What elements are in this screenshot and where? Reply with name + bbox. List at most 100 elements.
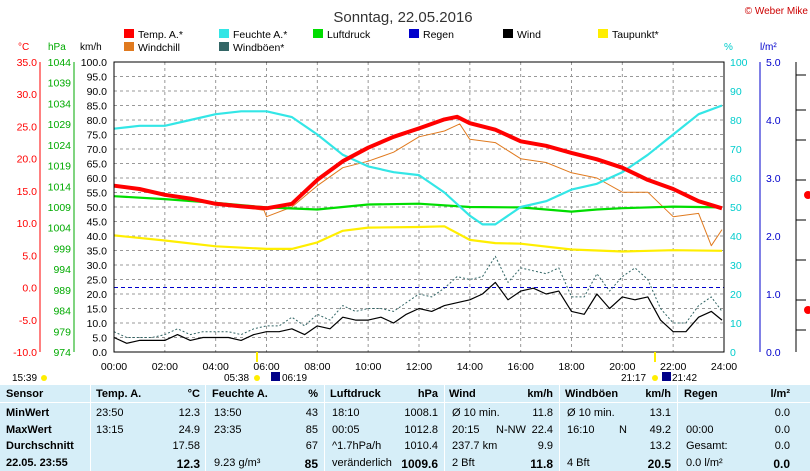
wind-tick-label: 90.0 <box>87 86 108 98</box>
wind-tick-label: 65.0 <box>87 159 108 171</box>
stats-cell-r-lbl: Gesamt: <box>686 440 728 452</box>
stats-cell-p-time: 18:10 <box>332 407 360 419</box>
rain-tick-label: 3.0 <box>766 173 781 185</box>
rain-tick-label: 4.0 <box>766 115 781 127</box>
stats-cell-g-dir: N <box>619 423 627 436</box>
stats-cell-g-val: 13.2 <box>649 440 671 452</box>
stats-cell-label: 22.05. 23:55 <box>6 456 68 469</box>
wind-tick-label: 35.0 <box>87 246 108 258</box>
press-tick-label: 974 <box>53 347 71 359</box>
legend-label: Windböen* <box>233 42 284 54</box>
time-tick-label: 08:00 <box>304 361 330 373</box>
stats-cell-w-val: 9.9 <box>537 440 553 452</box>
wind-tick-label: 100.0 <box>81 57 107 69</box>
stats-cell-h-val: 85 <box>304 456 318 471</box>
legend-swatch <box>124 29 134 38</box>
wind-tick-label: 10.0 <box>87 318 108 330</box>
stats-cell-w-val: 22.4 <box>531 423 553 436</box>
wind-tick-label: 40.0 <box>87 231 108 243</box>
temp-tick-label: 35.0 <box>17 57 38 69</box>
stats-cell-t-val: 17.58 <box>172 440 200 452</box>
stats-cell-t-time: 13:15 <box>96 423 124 436</box>
legend-swatch <box>503 29 513 38</box>
stats-cell-r-lbl: 00:00 <box>686 423 714 436</box>
stats-cell-t-val: 12.3 <box>178 407 200 419</box>
stats-cell-p-val: 1010.4 <box>404 440 438 452</box>
temp-tick-label: 20.0 <box>17 154 38 166</box>
sunset2-time: 21:42 <box>672 373 697 384</box>
legend-swatch <box>409 29 419 38</box>
legend-label: Taupunkt* <box>612 29 659 41</box>
stats-cell-w-lbl: 20:15 <box>452 423 480 436</box>
stats-cell-g-lbl: 16:10 <box>567 423 595 436</box>
wind-tick-label: 30.0 <box>87 260 108 272</box>
hdr-wind-unit: km/h <box>527 388 553 400</box>
sunset-icon <box>652 375 658 381</box>
hdr-press: Luftdruck <box>330 388 381 400</box>
stats-cell-h-time: 13:50 <box>214 407 242 419</box>
time-tick-label: 14:00 <box>457 361 483 373</box>
temp-tick-label: 0.0 <box>22 283 37 295</box>
press-tick-label: 1019 <box>48 161 72 173</box>
hum-tick-label: 60 <box>730 173 742 185</box>
press-tick-label: 1029 <box>48 119 72 131</box>
series-taupunkt <box>113 225 723 253</box>
stats-cell-g-lbl: 4 Bft <box>567 456 590 469</box>
time-tick-label: 16:00 <box>508 361 534 373</box>
hdr-hum-unit: % <box>308 388 318 400</box>
time-tick-label: 00:00 <box>101 361 127 373</box>
col-divider <box>205 385 206 471</box>
hum-tick-label: 70 <box>730 144 742 156</box>
hum-tick-label: 100 <box>730 57 748 69</box>
stats-cell-label: Durchschnitt <box>6 440 74 452</box>
series-windb-en <box>113 255 723 338</box>
press-tick-label: 989 <box>53 285 71 297</box>
rain-tick-label: 5.0 <box>766 57 781 69</box>
wind-tick-label: 5.0 <box>92 333 107 345</box>
sunset-moon-icon <box>662 372 671 381</box>
hum-tick-label: 90 <box>730 86 742 98</box>
press-tick-label: 994 <box>53 264 71 276</box>
hdr-rain: Regen <box>684 388 718 400</box>
time-tick-label: 06:00 <box>253 361 279 373</box>
hum-tick-label: 20 <box>730 289 742 301</box>
stats-cell-t-val: 12.3 <box>176 456 200 471</box>
hum-tick-label: 10 <box>730 318 742 330</box>
stats-cell-w-lbl: Ø 10 min. <box>452 407 500 419</box>
stats-cell-label: MinWert <box>6 407 50 419</box>
stats-cell-p-val: 1012.8 <box>404 423 438 436</box>
stats-cell-label: MaxWert <box>6 423 52 436</box>
series-feuchte-a <box>113 104 723 226</box>
press-tick-label: 984 <box>53 306 71 318</box>
row-divider <box>0 402 810 403</box>
legend-swatch <box>219 42 229 51</box>
series-temp-a <box>113 114 723 211</box>
stats-cell-g-val: 13.1 <box>649 407 671 419</box>
legend-swatch <box>219 29 229 38</box>
temp-tick-label: 30.0 <box>17 89 38 101</box>
stats-table: Sensor Temp. A. °C Feuchte A. % Luftdruc… <box>0 385 810 471</box>
sunset-time: 21:17 <box>621 373 646 384</box>
copyright-text: © Weber Mike <box>745 6 809 17</box>
stats-cell-g-lbl: Ø 10 min. <box>567 407 615 419</box>
legend-label: Luftdruck <box>327 29 371 41</box>
stats-cell-h-val: 67 <box>305 440 318 452</box>
stats-cell-w-lbl: 2 Bft <box>452 456 475 469</box>
sun-time-left: 15:39 <box>12 373 37 384</box>
sun-markers: 15:39 05:38 06:19 21:17 21:42 <box>12 352 697 384</box>
wind-tick-label: 95.0 <box>87 72 108 84</box>
temp-tick-label: 15.0 <box>17 186 38 198</box>
stats-cell-w-val: 11.8 <box>532 407 553 419</box>
wind-tick-label: 20.0 <box>87 289 108 301</box>
hum-tick-label: 80 <box>730 115 742 127</box>
stats-cell-r-val: 0.0 <box>773 456 790 471</box>
rain-tick-label: 2.0 <box>766 231 781 243</box>
hum-tick-label: 0 <box>730 347 736 359</box>
press-unit-label: hPa <box>48 42 66 53</box>
wind-tick-label: 25.0 <box>87 275 108 287</box>
wind-tick-label: 55.0 <box>87 188 108 200</box>
time-tick-label: 24:00 <box>711 361 737 373</box>
wind-tick-label: 50.0 <box>87 202 108 214</box>
right-strip-marks <box>796 74 810 331</box>
temp-tick-label: 10.0 <box>17 218 38 230</box>
